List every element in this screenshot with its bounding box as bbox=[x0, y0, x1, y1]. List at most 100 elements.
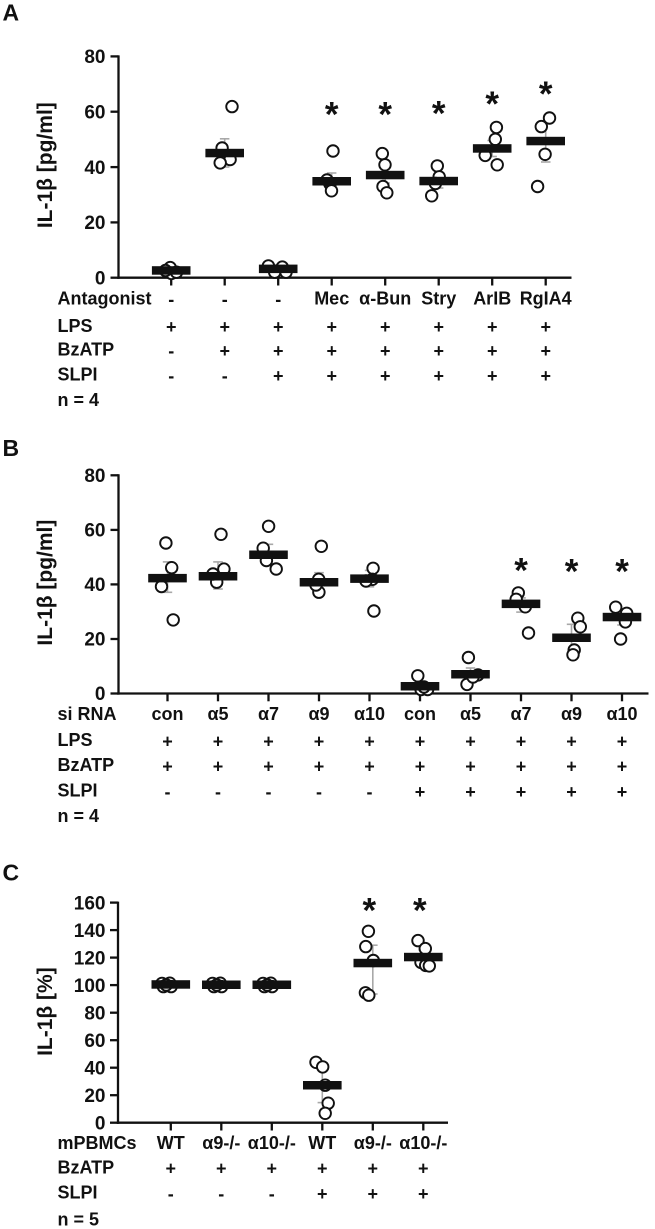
svg-text:+: + bbox=[418, 1159, 429, 1179]
svg-text:40: 40 bbox=[84, 158, 105, 179]
svg-text:+: + bbox=[465, 756, 476, 776]
svg-text:40: 40 bbox=[84, 1058, 105, 1079]
svg-text:α9: α9 bbox=[308, 704, 329, 724]
svg-text:+: + bbox=[326, 366, 337, 386]
svg-text:+: + bbox=[487, 317, 498, 337]
svg-text:-: - bbox=[275, 290, 281, 310]
svg-text:100: 100 bbox=[74, 976, 106, 997]
svg-text:IL-1β [pg/ml]: IL-1β [pg/ml] bbox=[34, 520, 57, 646]
svg-text:con: con bbox=[151, 704, 183, 724]
svg-text:+: + bbox=[364, 731, 375, 751]
svg-text:60: 60 bbox=[84, 521, 105, 542]
svg-text:0: 0 bbox=[95, 684, 106, 705]
svg-text:C: C bbox=[3, 860, 20, 886]
svg-text:+: + bbox=[380, 341, 391, 361]
svg-text:+: + bbox=[162, 731, 173, 751]
svg-text:α9-/-: α9-/- bbox=[202, 1133, 240, 1153]
svg-text:+: + bbox=[216, 1159, 227, 1179]
svg-text:+: + bbox=[273, 366, 284, 386]
svg-text:+: + bbox=[465, 731, 476, 751]
svg-text:si RNA: si RNA bbox=[58, 704, 117, 724]
svg-text:80: 80 bbox=[84, 47, 105, 68]
svg-text:80: 80 bbox=[84, 1003, 105, 1024]
svg-text:+: + bbox=[166, 317, 177, 337]
svg-text:+: + bbox=[415, 782, 426, 802]
svg-text:160: 160 bbox=[74, 893, 106, 914]
svg-text:+: + bbox=[267, 1159, 278, 1179]
svg-text:20: 20 bbox=[84, 630, 105, 651]
svg-text:+: + bbox=[516, 731, 527, 751]
svg-text:α10-/-: α10-/- bbox=[399, 1133, 447, 1153]
svg-text:-: - bbox=[168, 290, 174, 310]
svg-text:IL-1β [%]: IL-1β [%] bbox=[34, 967, 57, 1056]
svg-text:-: - bbox=[222, 290, 228, 310]
svg-text:+: + bbox=[566, 756, 577, 776]
svg-text:+: + bbox=[263, 731, 274, 751]
svg-text:-: - bbox=[168, 341, 174, 361]
svg-text:BzATP: BzATP bbox=[58, 755, 115, 775]
svg-text:LPS: LPS bbox=[58, 316, 93, 336]
svg-text:+: + bbox=[166, 1159, 177, 1179]
svg-text:+: + bbox=[487, 366, 498, 386]
svg-text:*: * bbox=[362, 891, 376, 930]
svg-text:B: B bbox=[3, 435, 20, 461]
svg-text:α5: α5 bbox=[207, 704, 228, 724]
svg-text:140: 140 bbox=[74, 921, 106, 942]
svg-text:40: 40 bbox=[84, 575, 105, 596]
svg-text:WT: WT bbox=[157, 1133, 185, 1153]
svg-text:+: + bbox=[433, 366, 444, 386]
svg-text:+: + bbox=[433, 317, 444, 337]
svg-text:SLPI: SLPI bbox=[58, 365, 98, 385]
svg-text:α9: α9 bbox=[561, 704, 582, 724]
svg-text:-: - bbox=[215, 782, 221, 802]
svg-text:0: 0 bbox=[95, 1113, 106, 1134]
svg-text:mPBMCs: mPBMCs bbox=[58, 1133, 137, 1153]
svg-text:α-Bun: α-Bun bbox=[359, 288, 411, 308]
svg-text:+: + bbox=[566, 782, 577, 802]
svg-text:+: + bbox=[263, 756, 274, 776]
svg-text:+: + bbox=[380, 317, 391, 337]
svg-text:+: + bbox=[540, 341, 551, 361]
svg-text:+: + bbox=[516, 756, 527, 776]
svg-text:-: - bbox=[266, 782, 272, 802]
svg-text:+: + bbox=[516, 782, 527, 802]
svg-text:80: 80 bbox=[84, 466, 105, 487]
svg-text:*: * bbox=[615, 552, 629, 591]
svg-text:+: + bbox=[465, 782, 476, 802]
svg-text:α7: α7 bbox=[258, 704, 279, 724]
svg-text:Mec: Mec bbox=[314, 288, 349, 308]
svg-text:+: + bbox=[219, 317, 230, 337]
svg-text:*: * bbox=[539, 75, 553, 114]
svg-text:+: + bbox=[273, 341, 284, 361]
svg-text:WT: WT bbox=[308, 1133, 336, 1153]
svg-text:+: + bbox=[317, 1159, 328, 1179]
svg-text:-: - bbox=[168, 1184, 174, 1204]
svg-text:+: + bbox=[213, 756, 224, 776]
svg-text:α5: α5 bbox=[460, 704, 481, 724]
svg-text:*: * bbox=[378, 95, 392, 134]
svg-text:-: - bbox=[218, 1184, 224, 1204]
svg-text:+: + bbox=[415, 731, 426, 751]
svg-text:+: + bbox=[219, 341, 230, 361]
svg-text:+: + bbox=[317, 1184, 328, 1204]
svg-text:+: + bbox=[364, 756, 375, 776]
svg-text:+: + bbox=[433, 341, 444, 361]
svg-text:IL-1β [pg/ml]: IL-1β [pg/ml] bbox=[34, 102, 57, 228]
svg-text:α10: α10 bbox=[606, 704, 637, 724]
svg-text:-: - bbox=[165, 782, 171, 802]
svg-text:-: - bbox=[367, 782, 373, 802]
svg-text:60: 60 bbox=[84, 1031, 105, 1052]
svg-text:α7: α7 bbox=[510, 704, 531, 724]
svg-text:+: + bbox=[418, 1184, 429, 1204]
svg-text:+: + bbox=[617, 731, 628, 751]
svg-text:+: + bbox=[380, 366, 391, 386]
svg-text:+: + bbox=[617, 756, 628, 776]
svg-text:+: + bbox=[314, 731, 325, 751]
svg-text:+: + bbox=[162, 756, 173, 776]
svg-text:+: + bbox=[540, 366, 551, 386]
svg-text:+: + bbox=[326, 317, 337, 337]
svg-text:A: A bbox=[3, 0, 20, 26]
svg-text:n = 4: n = 4 bbox=[58, 390, 100, 410]
svg-text:Antagonist: Antagonist bbox=[58, 288, 152, 308]
svg-text:*: * bbox=[565, 552, 579, 591]
